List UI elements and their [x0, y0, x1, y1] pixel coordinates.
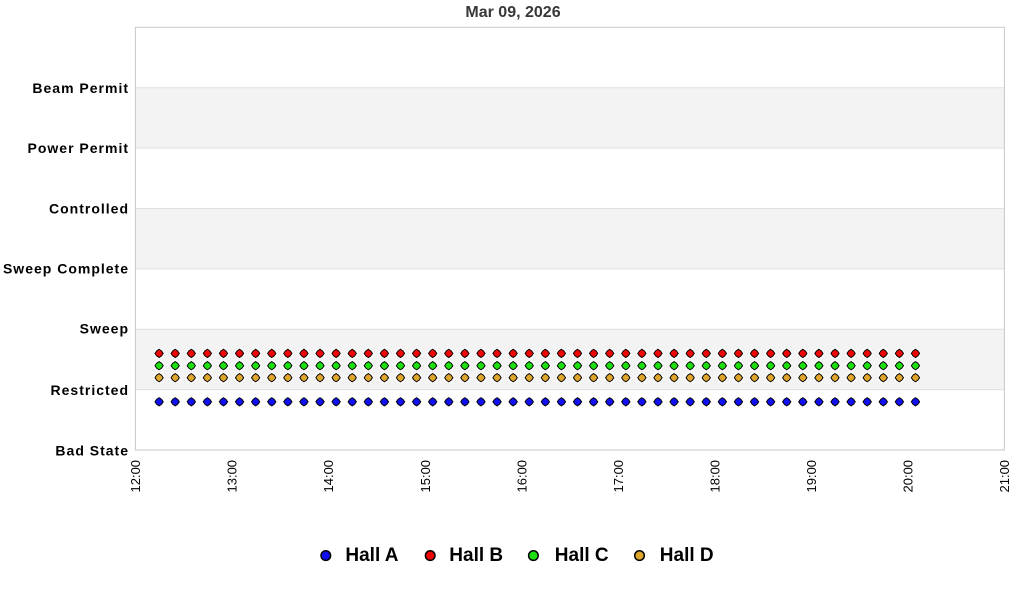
svg-text:Hall D: Hall D	[660, 545, 714, 566]
svg-text:Hall A: Hall A	[345, 545, 398, 566]
svg-text:Hall C: Hall C	[555, 545, 609, 566]
svg-text:Bad State: Bad State	[55, 443, 129, 459]
svg-text:14:00: 14:00	[321, 460, 336, 493]
svg-text:Mar 09, 2026: Mar 09, 2026	[465, 4, 560, 21]
svg-text:15:00: 15:00	[418, 460, 433, 493]
svg-text:18:00: 18:00	[707, 460, 722, 493]
svg-text:Beam Permit: Beam Permit	[32, 80, 129, 96]
svg-text:Hall B: Hall B	[449, 545, 503, 566]
svg-text:Sweep: Sweep	[80, 321, 129, 337]
svg-text:20:00: 20:00	[901, 460, 916, 493]
svg-text:17:00: 17:00	[611, 460, 626, 493]
svg-text:19:00: 19:00	[804, 460, 819, 493]
svg-text:12:00: 12:00	[128, 460, 143, 493]
svg-text:Restricted: Restricted	[51, 382, 129, 398]
svg-text:13:00: 13:00	[225, 460, 240, 493]
svg-text:Power Permit: Power Permit	[28, 140, 129, 156]
svg-text:16:00: 16:00	[514, 460, 529, 493]
svg-text:Controlled: Controlled	[49, 201, 129, 217]
svg-text:21:00: 21:00	[997, 460, 1012, 493]
svg-text:Sweep Complete: Sweep Complete	[3, 261, 129, 277]
